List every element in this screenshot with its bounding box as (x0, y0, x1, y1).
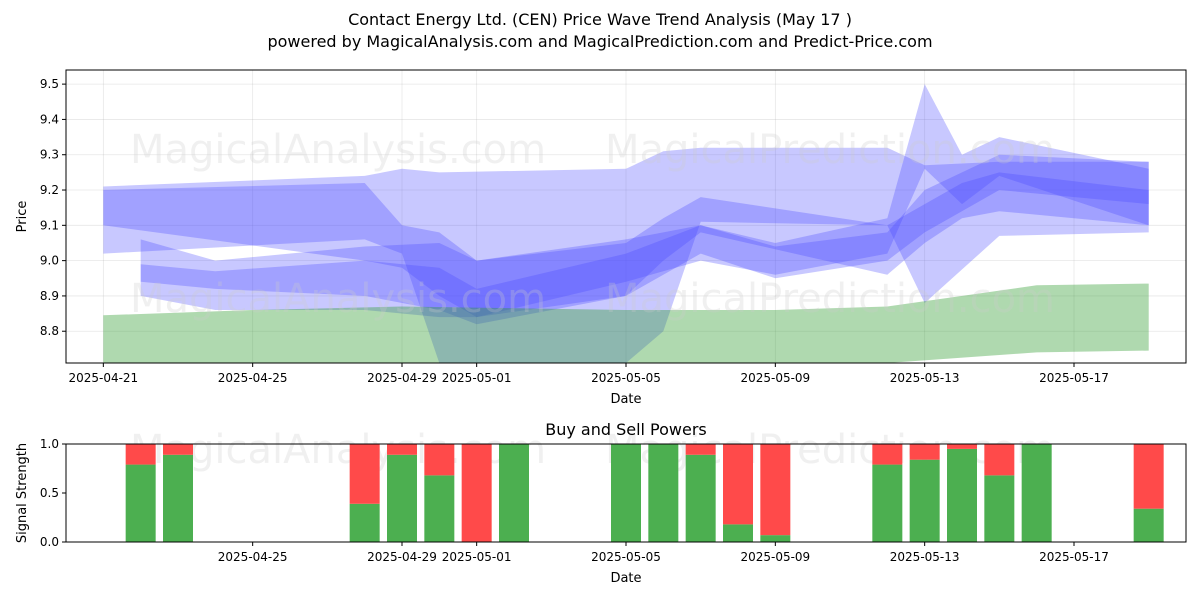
price-grid (66, 70, 1186, 363)
watermark-text: MagicalPrediction.com (605, 127, 1055, 173)
x-tick-label: 2025-05-05 (591, 550, 661, 564)
buy-bar (723, 524, 753, 542)
chart-subtitle: powered by MagicalAnalysis.com and Magic… (267, 32, 933, 51)
y-tick-label: 9.5 (40, 77, 59, 91)
sell-bar (947, 444, 977, 449)
chart-title: Contact Energy Ltd. (CEN) Price Wave Tre… (348, 10, 852, 29)
buy-bar (499, 444, 529, 542)
y-axis-label: Price (15, 201, 30, 233)
buy-bar (611, 444, 641, 542)
wave-band-area (103, 172, 1149, 318)
x-axis-label: Date (610, 571, 641, 586)
y-axis-label: Signal Strength (15, 443, 30, 543)
watermark-text: MagicalAnalysis.com (130, 127, 546, 173)
sell-bar (163, 444, 193, 455)
x-tick-label: 2025-04-29 (367, 371, 437, 385)
sell-bar (349, 444, 380, 504)
price-axes: 2025-04-21 2025-04-25 2025-04-29 2025-05-01… (15, 69, 1187, 407)
wave-band-area (140, 154, 1149, 325)
y-tick-label: 9.3 (40, 148, 59, 162)
y-tick-label: 8.9 (40, 289, 59, 303)
buy-bar (387, 454, 417, 542)
buy-bar (163, 454, 193, 542)
buy-bar (872, 464, 903, 542)
y-tick-label: 0.0 (40, 535, 59, 549)
buy-bar (947, 448, 977, 542)
sell-bar (461, 444, 492, 542)
x-tick-label: 2025-05-09 (740, 371, 810, 385)
signal-axes: Buy and Sell Powers 2025-04-25 2025-04-29 2… (15, 420, 1187, 586)
sell-bar (872, 444, 903, 465)
wave-band-area (103, 147, 1149, 363)
y-tick-label: 8.8 (40, 324, 59, 338)
buy-bar (760, 535, 791, 542)
sell-bar (760, 444, 791, 536)
buy-bar (125, 464, 156, 542)
buy-bar (1133, 508, 1164, 542)
y-tick-label: 1.0 (40, 437, 59, 451)
buy-bar (349, 503, 380, 542)
watermark-text: MagicalPrediction.com (605, 427, 1055, 473)
wave-bands (103, 84, 1149, 363)
buy-bar (909, 459, 940, 542)
buy-bar (648, 444, 679, 542)
sell-bar (685, 444, 716, 455)
x-tick-label: 2025-05-13 (890, 371, 960, 385)
x-tick-label: 2025-05-17 (1039, 550, 1109, 564)
sell-bar (909, 444, 940, 460)
buy-bar (685, 454, 716, 542)
y-tick-label: 0.5 (40, 486, 59, 500)
x-tick-label: 2025-04-25 (218, 371, 288, 385)
x-tick-label: 2025-04-25 (218, 550, 288, 564)
watermark-text: MagicalPrediction.com (605, 276, 1055, 322)
signal-bars (125, 444, 1164, 542)
x-tick-label: 2025-05-09 (740, 550, 810, 564)
buy-bar (984, 475, 1015, 542)
y-tick-label: 9.1 (40, 218, 59, 232)
sell-bar (723, 444, 753, 525)
y-tick-label: 9.0 (40, 254, 59, 268)
buy-bar (1021, 444, 1052, 542)
x-tick-label: 2025-05-13 (890, 550, 960, 564)
sell-bar (1133, 444, 1164, 509)
x-tick-label: 2025-05-17 (1039, 371, 1109, 385)
green-band-area (103, 283, 1149, 363)
y-tick-label: 9.2 (40, 183, 59, 197)
sell-bar (387, 444, 417, 455)
sell-bar (125, 444, 156, 465)
x-tick-label: 2025-05-05 (591, 371, 661, 385)
buy-bar (424, 475, 455, 542)
sell-bar (984, 444, 1015, 476)
sell-bar (424, 444, 455, 476)
watermark-text: MagicalAnalysis.com (130, 276, 546, 322)
x-tick-label: 2025-05-01 (442, 550, 512, 564)
x-tick-label: 2025-04-29 (367, 550, 437, 564)
y-tick-label: 9.4 (40, 112, 59, 126)
x-tick-label: 2025-05-01 (442, 371, 512, 385)
signal-chart-title: Buy and Sell Powers (545, 420, 707, 439)
wave-band-area (140, 84, 1149, 318)
x-tick-label: 2025-04-21 (68, 371, 138, 385)
x-axis-label: Date (610, 392, 641, 407)
